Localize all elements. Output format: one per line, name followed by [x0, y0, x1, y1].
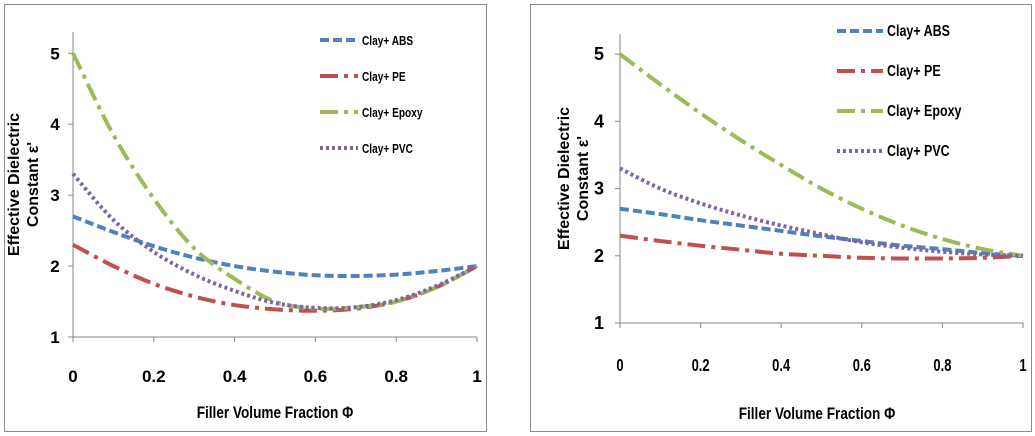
- right-chart-frame: [530, 4, 1032, 432]
- x-tick-label: 0.6: [853, 356, 871, 376]
- legend-label: Clay+ Epoxy: [887, 103, 961, 121]
- x-tick-label: 0.8: [384, 367, 408, 386]
- left-chart-frame: [4, 4, 487, 432]
- y-tick-label: 3: [594, 179, 604, 199]
- y-tick-label: 2: [594, 246, 604, 266]
- series-line-clay-abs: [72, 214, 478, 279]
- y-tick-label: 3: [50, 186, 59, 205]
- right-chart: 1 2 3 4 5 0 0.2 0.4 0.6 0.8 1 Filler Volume Fractio…: [556, 23, 1027, 424]
- x-tick-label: 0.8: [933, 356, 951, 376]
- x-tick-label: 0.2: [142, 367, 166, 386]
- legend-label: Clay+ ABS: [887, 23, 950, 41]
- x-axis-label: Filler Volume Fraction Φ: [739, 405, 896, 424]
- x-tick-label: 0.6: [304, 367, 328, 386]
- y-tick-label: 4: [594, 111, 604, 131]
- series-line-clay-pe: [619, 233, 1024, 261]
- x-tick-label: 1: [472, 367, 481, 386]
- series-line-clay-pe: [72, 243, 478, 313]
- x-tick-label: 0.2: [692, 356, 710, 376]
- legend-label: Clay+ PVC: [362, 142, 413, 156]
- x-axis-label: Filler Volume Fraction Φ: [197, 404, 354, 423]
- legend-label: Clay+ PE: [362, 70, 406, 84]
- legend-label: Clay+ ABS: [362, 34, 413, 48]
- y-tick-label: 4: [50, 115, 60, 134]
- x-tick-label: 0: [616, 356, 623, 376]
- series-line-clay-epoxy: [618, 52, 1024, 258]
- legend-label: Clay+ PVC: [887, 143, 950, 161]
- legend-label: Clay+ PE: [887, 63, 941, 81]
- y-axis-label: Effective Dielectric Constant ε': [6, 113, 42, 256]
- x-tick-label: 0.4: [772, 356, 790, 376]
- x-tick-label: 0.4: [223, 367, 247, 386]
- series-line-clay-pvc: [71, 172, 478, 311]
- y-tick-label: 5: [50, 44, 59, 63]
- right-chart-panel: 1 2 3 4 5 0 0.2 0.4 0.6 0.8 1 Filler Volume Fractio…: [527, 0, 1035, 436]
- y-tick-label: 1: [50, 328, 59, 347]
- left-chart: 1 2 3 4 5 0 0.2 0.4 0.6 0.8 1 Filler Volume Fractio…: [6, 32, 482, 423]
- y-axis-label: Effective Dielectric Constant ε': [556, 107, 592, 250]
- legend-label: Clay+ Epoxy: [362, 106, 423, 120]
- x-tick-label: 0: [68, 367, 77, 386]
- y-tick-label: 2: [50, 257, 59, 276]
- series-line-clay-epoxy: [71, 52, 478, 311]
- x-tick-label: 1: [1019, 356, 1026, 376]
- left-chart-panel: 1 2 3 4 5 0 0.2 0.4 0.6 0.8 1 Filler Volume Fractio…: [0, 0, 490, 436]
- y-tick-label: 1: [594, 313, 604, 333]
- y-tick-label: 5: [594, 44, 604, 64]
